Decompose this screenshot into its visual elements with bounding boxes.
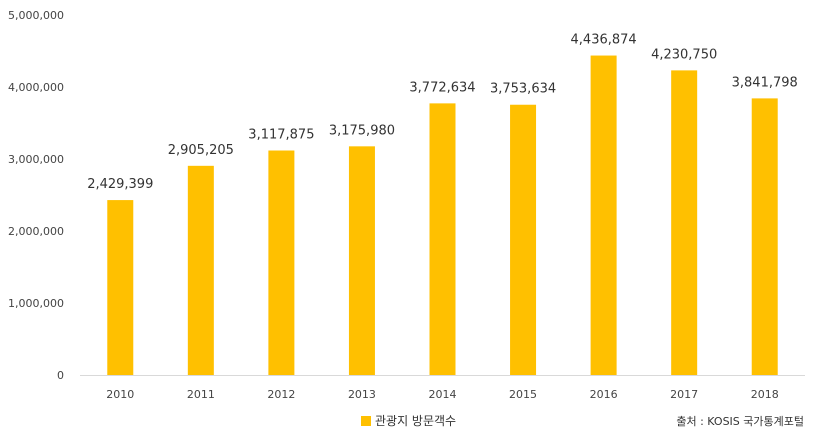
data-label-2010: 2,429,399	[87, 177, 153, 192]
legend-swatch	[361, 416, 371, 426]
y-tick-label: 0	[57, 369, 64, 382]
bar-2018	[751, 98, 778, 376]
y-tick-label: 3,000,000	[8, 153, 64, 166]
x-tick-label: 2013	[348, 388, 376, 401]
data-label-2014: 3,772,634	[409, 80, 475, 95]
x-tick-label: 2018	[751, 388, 779, 401]
x-axis: 2010 2011 2012 2013 2014 2015 2016 2017 2018	[106, 388, 778, 401]
y-tick-label: 5,000,000	[8, 9, 64, 22]
x-tick-label: 2010	[106, 388, 134, 401]
y-tick-label: 4,000,000	[8, 81, 64, 94]
bar-2017	[671, 70, 698, 376]
y-tick-label: 2,000,000	[8, 225, 64, 238]
bar-2011	[187, 165, 214, 375]
x-tick-label: 2012	[267, 388, 295, 401]
data-label-2017: 4,230,750	[651, 47, 717, 62]
data-label-2018: 3,841,798	[732, 75, 798, 90]
data-labels: 2,429,399 2,905,205 3,117,875 3,175,980 3,77…	[87, 33, 798, 193]
data-label-2011: 2,905,205	[168, 143, 234, 158]
x-tick-label: 2011	[187, 388, 215, 401]
bar-2012	[268, 150, 295, 375]
y-axis: 0 1,000,000 2,000,000 3,000,000 4,000,000 5,0…	[8, 9, 64, 382]
legend: 관광지 방문객수	[361, 414, 456, 428]
bar-2013	[348, 146, 375, 375]
data-label-2015: 3,753,634	[490, 82, 556, 97]
bar-2010	[107, 200, 134, 375]
bar-2014	[429, 103, 456, 375]
x-tick-label: 2014	[429, 388, 457, 401]
y-tick-label: 1,000,000	[8, 297, 64, 310]
x-tick-label: 2015	[509, 388, 537, 401]
bar-2015	[510, 104, 537, 376]
data-label-2016: 4,436,874	[571, 33, 637, 48]
bars	[107, 55, 778, 376]
data-label-2012: 3,117,875	[248, 128, 314, 143]
x-tick-label: 2016	[590, 388, 618, 401]
data-label-2013: 3,175,980	[329, 123, 395, 138]
x-tick-label: 2017	[670, 388, 698, 401]
legend-label: 관광지 방문객수	[375, 414, 456, 428]
source-note: 출처 : KOSIS 국가통계포털	[676, 415, 804, 428]
bar-2016	[590, 55, 617, 375]
